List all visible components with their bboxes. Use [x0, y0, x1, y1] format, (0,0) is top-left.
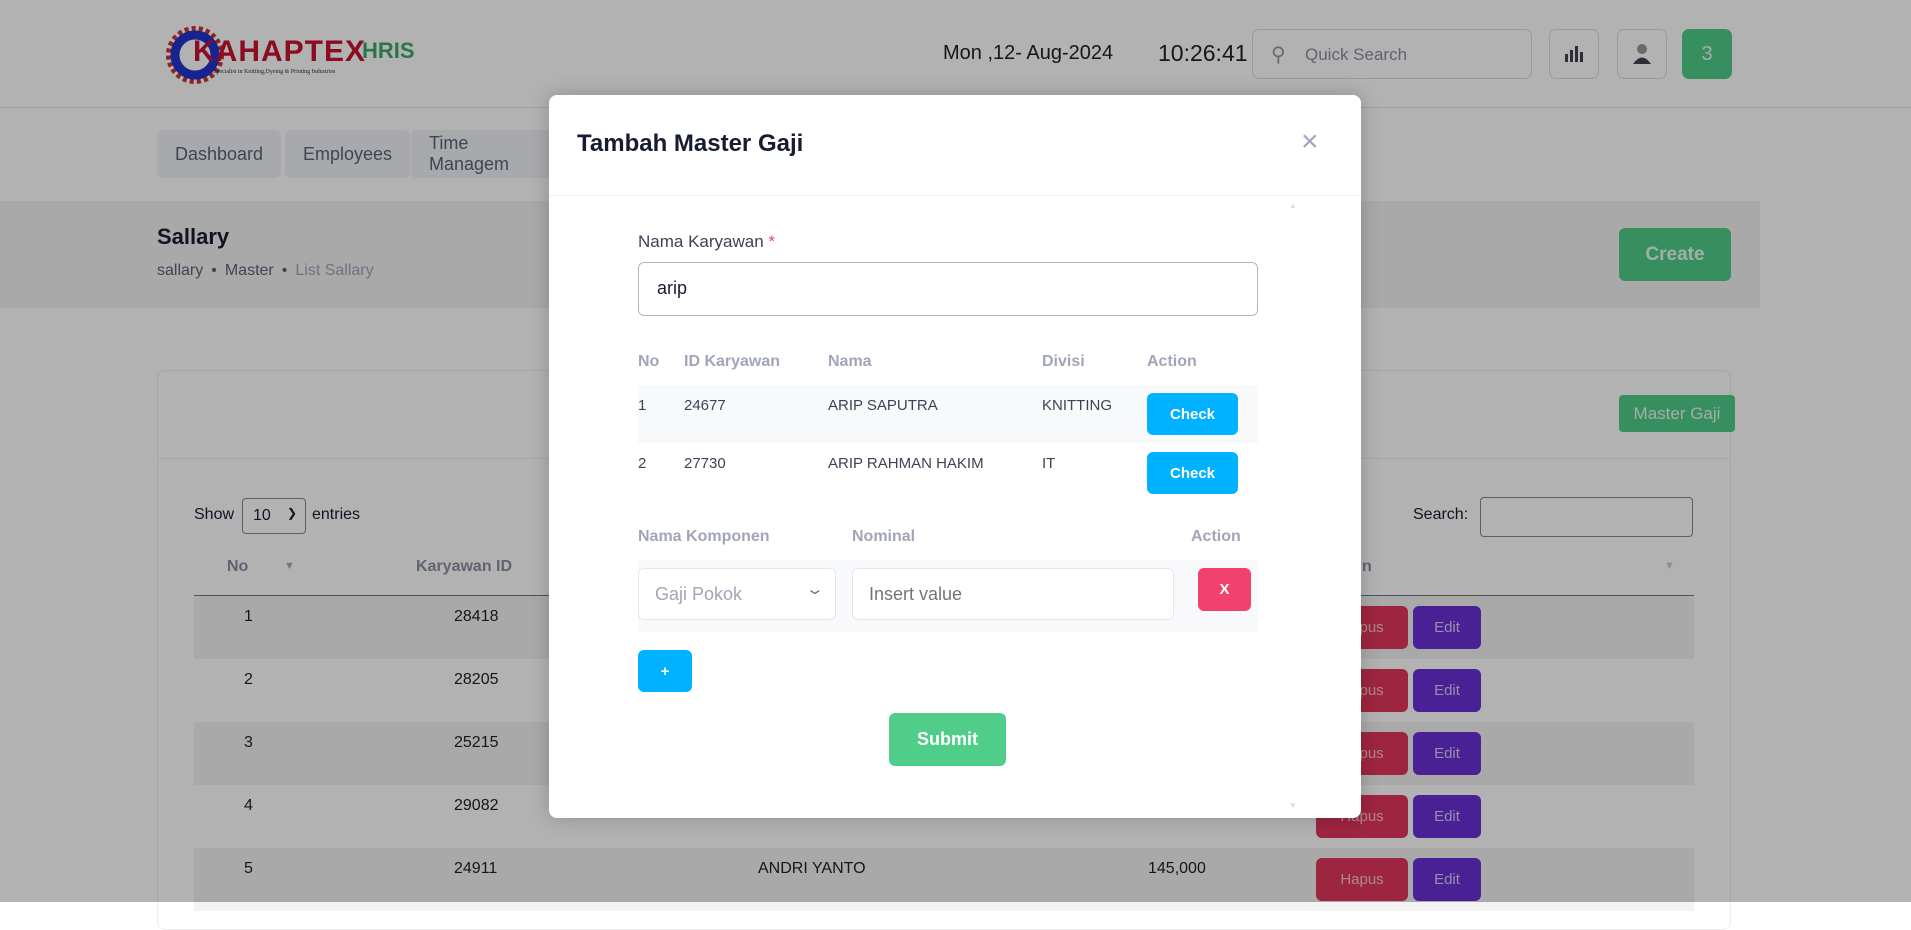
komponen-select[interactable]: Gaji Pokok ›	[638, 568, 836, 620]
breadcrumb: sallary • Master • List Sallary	[157, 262, 374, 279]
close-icon[interactable]: ×	[1301, 125, 1319, 158]
submit-button[interactable]: Submit	[889, 713, 1006, 766]
cell-karyawan-id: 28418	[454, 608, 499, 625]
required-mark: *	[768, 232, 776, 251]
date-display: Mon ,12- Aug-2024	[943, 42, 1114, 64]
breadcrumb-list-sallary: List Sallary	[295, 262, 374, 279]
result-col-nama: Nama	[828, 353, 872, 370]
col-karyawan-id[interactable]: Karyawan ID	[416, 558, 513, 575]
komponen-row: Gaji Pokok › X	[638, 560, 1258, 632]
search-icon: ⚲	[1271, 44, 1286, 66]
breadcrumb-sallary[interactable]: sallary	[157, 262, 204, 279]
cell-karyawan-id: 25215	[454, 734, 499, 751]
logo-tagline: Specialist in Knitting,Dyeing & Printing…	[213, 69, 336, 75]
scroll-down-icon[interactable]: ▼	[1289, 801, 1297, 810]
sort-icon[interactable]: ▼	[1664, 560, 1675, 572]
result-row: 1 24677 ARIP SAPUTRA KNITTING Check	[638, 385, 1258, 443]
modal-title: Tambah Master Gaji	[577, 130, 804, 157]
modal-header-divider	[549, 195, 1361, 196]
cell-no: 1	[244, 608, 253, 625]
entries-value: 10	[253, 507, 271, 524]
add-komponen-button[interactable]: +	[638, 650, 692, 692]
chevron-down-icon: ❯	[286, 506, 297, 520]
komponen-col-nama: Nama Komponen	[638, 528, 770, 545]
gear-logo-icon	[166, 26, 224, 84]
check-button[interactable]: Check	[1147, 452, 1238, 494]
user-profile-button[interactable]	[1617, 29, 1667, 79]
page-title: Sallary	[157, 224, 230, 249]
remove-komponen-button[interactable]: X	[1198, 568, 1251, 611]
logo: KAHAPTEX Specialist in Knitting,Dyeing &…	[165, 25, 365, 85]
logo-text: KAHAPTEX	[193, 35, 367, 68]
edit-button[interactable]: Edit	[1413, 795, 1481, 838]
result-col-divisi: Divisi	[1042, 353, 1085, 370]
cell-karyawan-id: 28205	[454, 671, 499, 688]
result-col-id: ID Karyawan	[684, 353, 781, 370]
result-name: ARIP SAPUTRA	[828, 397, 938, 414]
result-no: 2	[638, 455, 647, 472]
time-display: 10:26:41	[1158, 40, 1248, 66]
edit-button[interactable]: Edit	[1413, 606, 1481, 649]
entries-select[interactable]: 10 ❯	[242, 498, 306, 534]
nav-time-management[interactable]: Time Managem	[411, 130, 571, 178]
result-col-action: Action	[1147, 353, 1197, 370]
quick-search-placeholder: Quick Search	[1305, 45, 1408, 64]
show-label: Show	[194, 506, 235, 523]
nav-dashboard[interactable]: Dashboard	[157, 130, 282, 178]
col-action[interactable]: n	[1362, 558, 1372, 575]
master-gaji-button[interactable]: Master Gaji	[1619, 395, 1735, 432]
scroll-up-icon[interactable]: ▲	[1289, 201, 1297, 210]
result-col-no: No	[638, 353, 660, 370]
result-id: 27730	[684, 455, 726, 472]
cell-amount: 145,000	[1148, 860, 1206, 877]
komponen-select-value: Gaji Pokok	[655, 584, 743, 604]
app-name: HRIS	[362, 38, 415, 63]
edit-button[interactable]: Edit	[1413, 669, 1481, 712]
search-label: Search:	[1413, 506, 1469, 523]
stats-button[interactable]	[1549, 29, 1599, 79]
result-divisi: KNITTING	[1042, 397, 1112, 414]
col-no[interactable]: No	[227, 558, 249, 575]
result-id: 24677	[684, 397, 726, 414]
table-row: 5 24911 ANDRI YANTO 145,000 Hapus Edit	[194, 848, 1694, 911]
result-name: ARIP RAHMAN HAKIM	[828, 455, 984, 472]
komponen-col-nominal: Nominal	[852, 528, 916, 545]
entries-label: entries	[312, 506, 361, 523]
breadcrumb-master[interactable]: Master	[224, 262, 274, 279]
user-icon	[1633, 44, 1651, 64]
nama-karyawan-input[interactable]: arip	[638, 262, 1258, 316]
cell-no: 5	[244, 860, 253, 877]
bar-chart-icon	[1565, 46, 1583, 62]
sort-icon[interactable]: ▼	[284, 560, 295, 572]
cell-no: 2	[244, 671, 253, 688]
edit-button[interactable]: Edit	[1413, 858, 1481, 901]
tambah-master-gaji-modal: Tambah Master Gaji × ▲ ▼ Nama Karyawan *…	[549, 95, 1361, 818]
cell-karyawan-id: 24911	[454, 860, 498, 877]
cell-karyawan-id: 29082	[454, 797, 499, 814]
create-button[interactable]: Create	[1619, 228, 1731, 281]
notification-badge[interactable]: 3	[1682, 29, 1732, 79]
cell-no: 4	[244, 797, 253, 814]
nama-karyawan-label: Nama Karyawan *	[638, 232, 776, 251]
result-divisi: IT	[1042, 455, 1056, 472]
cell-no: 3	[244, 734, 253, 751]
nominal-input[interactable]	[852, 568, 1174, 620]
result-no: 1	[638, 397, 647, 414]
nav-employees[interactable]: Employees	[285, 130, 411, 178]
edit-button[interactable]: Edit	[1413, 732, 1481, 775]
table-search-input[interactable]	[1480, 497, 1693, 537]
check-button[interactable]: Check	[1147, 393, 1238, 435]
cell-name: ANDRI YANTO	[758, 860, 866, 877]
quick-search-input[interactable]: ⚲ Quick Search	[1252, 29, 1532, 79]
chevron-down-icon: ›	[803, 589, 827, 595]
result-row: 2 27730 ARIP RAHMAN HAKIM IT Check	[638, 443, 1258, 501]
hapus-button[interactable]: Hapus	[1316, 858, 1408, 901]
komponen-col-action: Action	[1191, 528, 1241, 545]
